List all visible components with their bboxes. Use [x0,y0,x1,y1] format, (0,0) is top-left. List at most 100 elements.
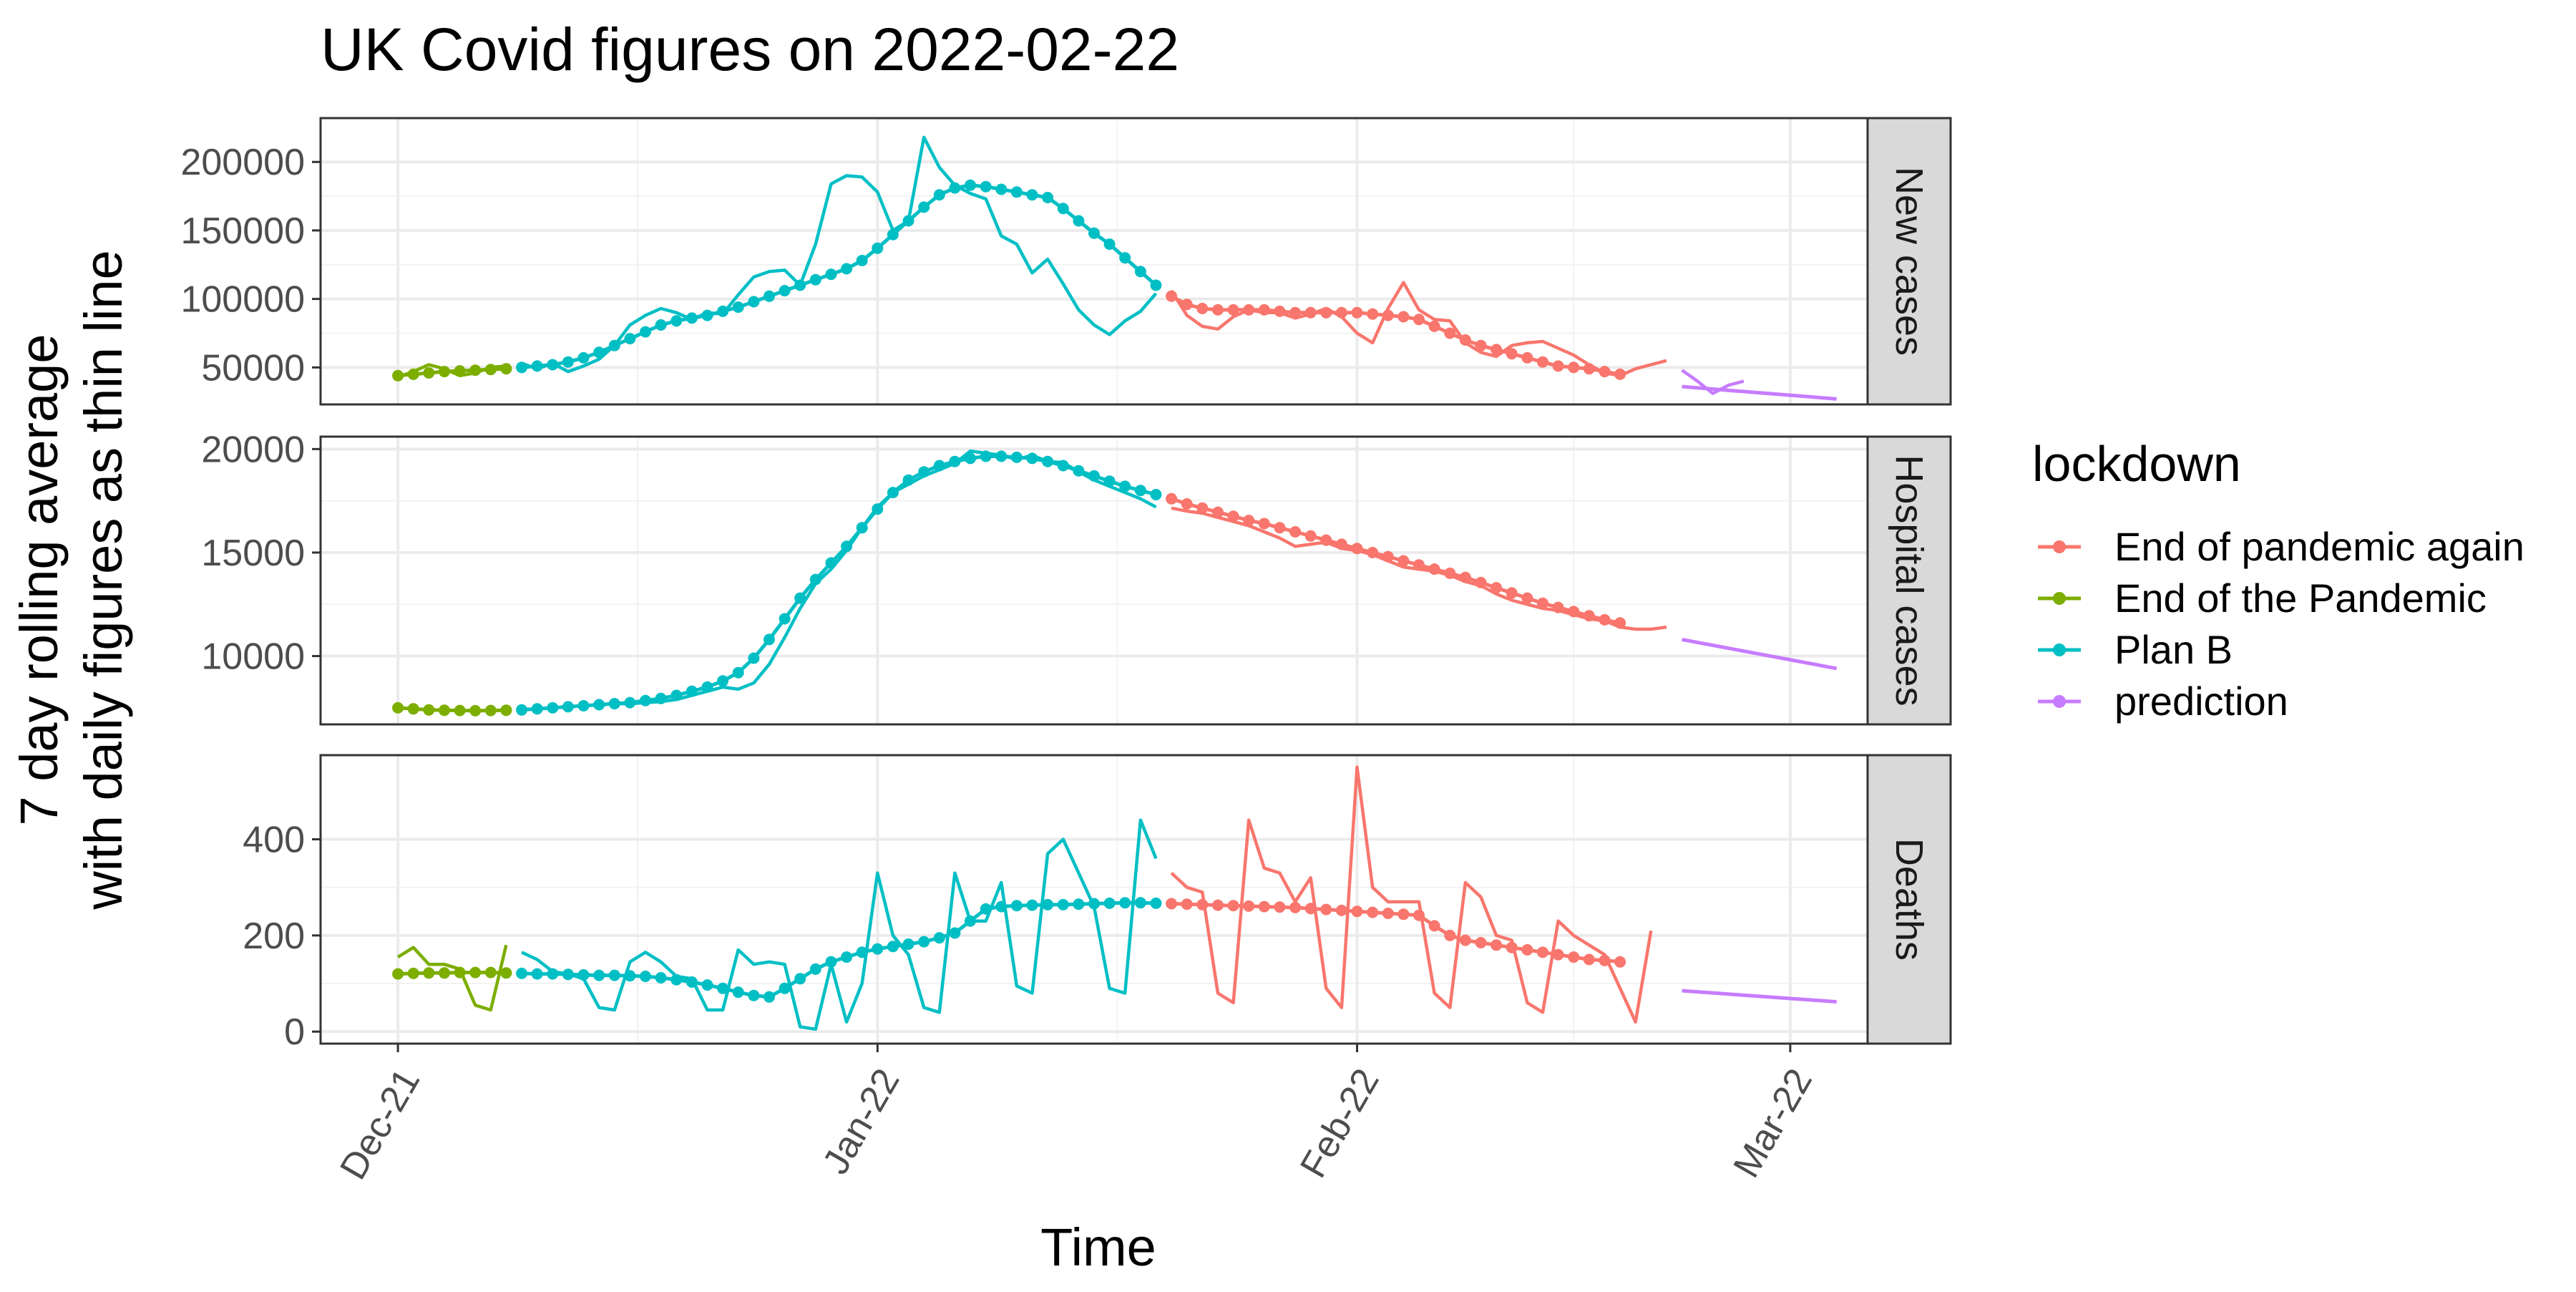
y-tick-label: 10000 [201,636,305,678]
rolling-average-point [1335,904,1347,916]
rolling-average-point [1212,899,1224,911]
rolling-average-point [887,228,899,241]
rolling-average-point [593,346,605,359]
y-tick-label: 50000 [201,347,305,389]
chart-title: UK Covid figures on 2022-02-22 [321,16,1179,83]
daily-figures-line [1170,765,1653,1024]
rolling-average-point [1274,522,1286,534]
rolling-average-point [1382,908,1394,919]
daily-figures-line [521,818,1158,1031]
rolling-average-point [1181,498,1193,510]
rolling-average-point [1243,515,1255,527]
rolling-average-point [1382,309,1394,321]
rolling-average-point [1196,898,1209,910]
rolling-average-point [1382,550,1394,563]
rolling-average-point [1397,555,1410,567]
rolling-average-point [469,704,482,717]
rolling-average-point [1010,900,1023,912]
rolling-average-point [1506,587,1518,599]
rolling-average-point [547,359,559,371]
rolling-average-point [995,183,1008,195]
rolling-average-point [1599,366,1611,378]
rolling-average-point [732,986,744,999]
rolling-average-point [562,356,574,368]
rolling-average-point [1491,939,1503,951]
rolling-average-point [1181,898,1193,910]
rolling-average-point [995,450,1008,462]
rolling-average-point [1166,492,1178,505]
rolling-average-point [531,703,543,715]
rolling-average-point [640,971,651,982]
rolling-average-point [670,689,683,701]
rolling-average-point [1614,368,1626,380]
rolling-average-point [655,692,667,704]
rolling-average-point [1057,898,1069,910]
legend-key-point [2053,695,2066,708]
legend-key-point [2053,592,2066,605]
rolling-average-point [562,701,574,713]
rolling-average-point [655,319,667,331]
rolling-average-point [701,681,713,693]
rolling-average-point [1552,360,1564,372]
legend-key-point [2053,540,2066,553]
rolling-average-point [995,900,1008,913]
rolling-average-point [655,972,667,983]
rolling-average-point [1614,617,1626,629]
rolling-average-point [825,557,837,569]
rolling-average-point [841,540,853,553]
rolling-average-point [1166,290,1178,302]
rolling-average-point [593,699,605,711]
rolling-average-point [717,305,729,317]
rolling-average-point [1568,606,1580,618]
rolling-average-point [577,351,590,364]
rolling-average-point [1026,452,1038,465]
rolling-average-point [1227,303,1239,316]
rolling-average-point [1413,909,1425,921]
rolling-average-point [1057,203,1069,215]
rolling-average-point [407,703,419,715]
rolling-average-point [469,966,482,978]
rolling-average-point [686,312,698,324]
rolling-average-point [608,969,620,981]
rolling-average-point [1335,306,1347,319]
rolling-average-point [1475,576,1487,588]
y-tick-label: 150000 [180,210,305,252]
rolling-average-point [1367,308,1379,320]
rolling-average-point [965,179,976,191]
rolling-average-point [856,946,868,958]
panel-hospital-cases: 10000 15000 20000 Hospital cases [201,429,1952,726]
rolling-average-point [577,969,590,981]
rolling-average-point [1274,901,1286,913]
rolling-average-point [748,989,760,1001]
rolling-average-point [1521,944,1533,956]
rolling-average-point [1320,306,1332,319]
rolling-average-point [1119,480,1131,492]
rolling-average-point [701,979,713,991]
rolling-average-point [1367,906,1379,918]
rolling-average-point [872,943,884,955]
rolling-average-point [593,969,605,981]
rolling-average-point [562,968,574,981]
rolling-average-point [980,180,992,193]
rolling-average-point [640,326,651,338]
panel-new-cases: 50000 100000 150000 200000 New cases [180,117,1952,406]
rolling-average-point [809,273,821,286]
legend-key-point [2053,643,2066,656]
rolling-average-point [949,455,961,467]
rolling-average-point [949,927,961,939]
rolling-average-point [439,967,450,979]
rolling-average-point [1010,186,1023,198]
rolling-average-point [547,701,559,714]
rolling-average-point [825,268,837,281]
rolling-average-point [763,633,775,646]
rolling-average-point [872,503,884,515]
rolling-average-point [1088,470,1100,482]
prediction-line [1682,637,1838,671]
daily-figures-line [1681,369,1745,395]
rolling-average-point [1042,455,1054,467]
facet-strip-label: New cases [1888,167,1931,356]
rolling-average-point [1444,567,1456,579]
daily-figures-line [396,944,508,1012]
facet-strip [1866,117,1952,406]
rolling-average-point [1537,946,1548,958]
